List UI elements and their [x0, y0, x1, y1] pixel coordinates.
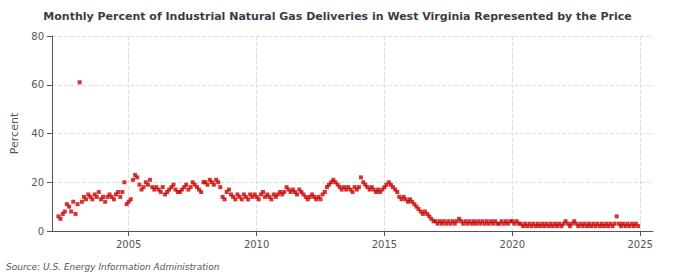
svg-text:2025: 2025 [627, 239, 652, 250]
svg-text:0: 0 [38, 226, 44, 237]
svg-text:2005: 2005 [116, 239, 141, 250]
svg-text:2015: 2015 [372, 239, 397, 250]
svg-text:Source: U.S. Energy Informatio: Source: U.S. Energy Information Administ… [6, 262, 220, 272]
svg-text:40: 40 [31, 128, 44, 139]
svg-text:2010: 2010 [244, 239, 269, 250]
svg-text:60: 60 [31, 79, 44, 90]
svg-text:Percent: Percent [8, 112, 21, 154]
svg-text:2020: 2020 [500, 239, 525, 250]
svg-text:Monthly Percent of Industrial: Monthly Percent of Industrial Natural Ga… [43, 10, 631, 23]
svg-text:20: 20 [31, 177, 44, 188]
svg-text:80: 80 [31, 31, 44, 42]
